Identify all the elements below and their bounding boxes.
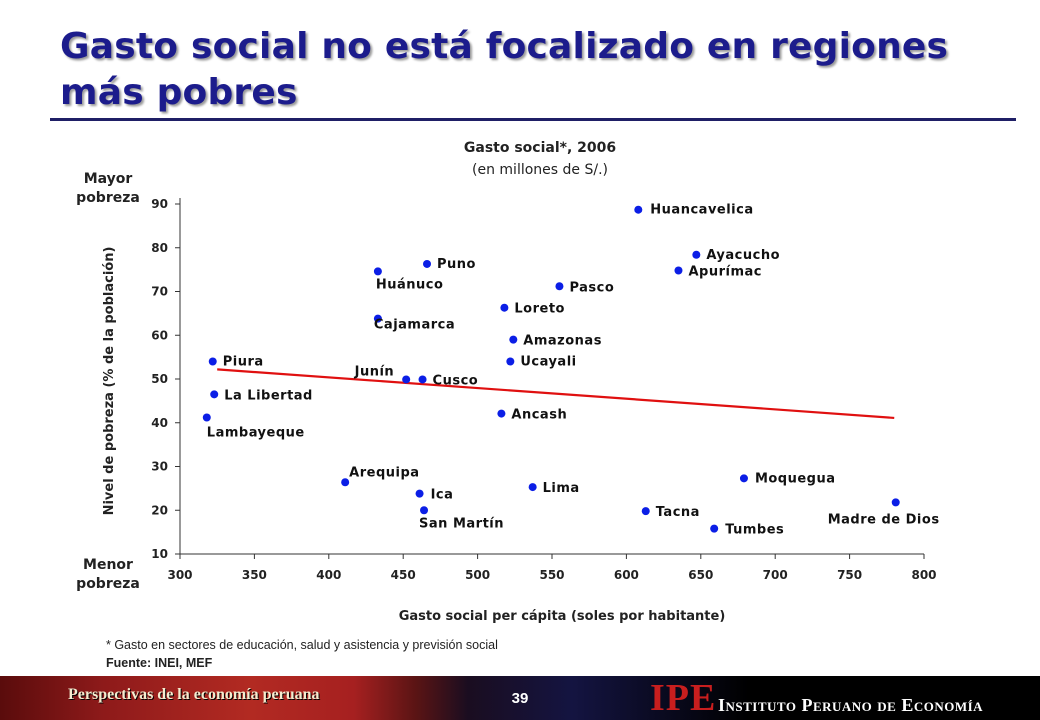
footer-bar: [0, 676, 1040, 720]
y-tick-label: 30: [151, 460, 168, 474]
x-tick-label: 400: [316, 568, 341, 582]
y-tick-label: 20: [151, 503, 168, 517]
data-point: [555, 282, 564, 291]
x-tick-label: 450: [391, 568, 416, 582]
point-label: Puno: [437, 257, 476, 272]
point-label: La Libertad: [224, 388, 313, 403]
data-point: [641, 507, 650, 516]
y-tick-label: 90: [151, 197, 168, 211]
data-point: [509, 335, 518, 344]
data-point: [506, 357, 515, 366]
point-label: Ica: [431, 488, 454, 503]
data-point: [418, 375, 427, 384]
source-note: Fuente: INEI, MEF: [106, 656, 213, 670]
data-point: [692, 250, 701, 259]
x-tick-label: 500: [465, 568, 490, 582]
point-label: Loreto: [514, 302, 565, 317]
data-point: [739, 474, 748, 483]
point-label: Pasco: [569, 280, 614, 295]
data-point: [373, 314, 382, 323]
institute-name: Instituto Peruano de Economía: [718, 695, 984, 715]
point-label: Tumbes: [725, 523, 784, 538]
point-label: Ancash: [511, 408, 567, 423]
data-point: [202, 413, 211, 422]
x-tick-label: 300: [167, 568, 192, 582]
data-point: [710, 524, 719, 533]
y-tick-label: 40: [151, 416, 168, 430]
x-axis-title: Gasto social per cápita (soles por habit…: [399, 609, 726, 624]
ipe-logo: IPE: [650, 677, 717, 719]
point-label: Apurímac: [688, 265, 762, 280]
data-point: [528, 483, 537, 492]
y-tick-label: 50: [151, 372, 168, 386]
data-point: [415, 489, 424, 498]
point-label: Cusco: [433, 373, 479, 388]
point-label: Huancavelica: [650, 203, 753, 218]
point-label: Cajamarca: [374, 318, 455, 333]
data-point: [674, 266, 683, 275]
data-point: [497, 409, 506, 418]
y-tick-label: 80: [151, 241, 168, 255]
y-axis-title: Nivel de pobreza (% de la población): [102, 247, 117, 516]
point-label: San Martín: [419, 516, 504, 531]
data-point: [208, 357, 217, 366]
point-label: Ayacucho: [706, 248, 780, 263]
point-label: Moquegua: [755, 471, 836, 486]
mayor-pobreza-label: Mayor pobreza: [76, 171, 140, 206]
point-label: Amazonas: [523, 334, 602, 349]
scatter-chart: 10 20 30 40 50 60 70 80 90 300 350 400 450 500 550 600 6…: [102, 197, 940, 624]
x-tick-label: 550: [539, 568, 564, 582]
data-point: [634, 205, 643, 214]
data-point: [500, 303, 509, 312]
data-point: [420, 506, 429, 515]
x-tick-label: 600: [614, 568, 639, 582]
y-tick-label: 60: [151, 328, 168, 342]
point-label: Huánuco: [376, 277, 444, 292]
point-label: Junín: [354, 364, 395, 379]
x-tick-label: 350: [242, 568, 267, 582]
data-point: [402, 375, 411, 384]
x-tick-label: 700: [763, 568, 788, 582]
point-label: Ucayali: [520, 355, 576, 370]
point-label: Lima: [543, 481, 580, 496]
footnote: * Gasto en sectores de educación, salud …: [106, 638, 498, 652]
point-label: Piura: [223, 355, 264, 370]
x-tick-label: 750: [837, 568, 862, 582]
menor-pobreza-label: Menor pobreza: [76, 557, 140, 592]
data-point: [210, 390, 219, 399]
data-point: [373, 267, 382, 276]
y-tick-label: 70: [151, 285, 168, 299]
x-tick-label: 650: [688, 568, 713, 582]
data-point: [341, 478, 350, 487]
title-divider: [50, 118, 1016, 121]
trend-line: [217, 368, 895, 420]
chart-title: Gasto social*, 2006: [463, 140, 617, 156]
page-number: 39: [511, 690, 529, 707]
point-label: Tacna: [656, 505, 700, 520]
point-label: Madre de Dios: [828, 512, 940, 527]
data-point: [891, 498, 900, 507]
chart-subtitle: (en millones de S/.): [472, 162, 608, 178]
footer-text: Perspectivas de la economía peruana: [68, 686, 320, 703]
point-label: Lambayeque: [207, 426, 305, 441]
x-tick-label: 800: [911, 568, 936, 582]
y-tick-label: 10: [151, 547, 168, 561]
point-label: Arequipa: [349, 465, 419, 480]
slide-title: Gasto social no está focalizado en regio…: [60, 26, 949, 113]
data-point: [423, 259, 432, 268]
